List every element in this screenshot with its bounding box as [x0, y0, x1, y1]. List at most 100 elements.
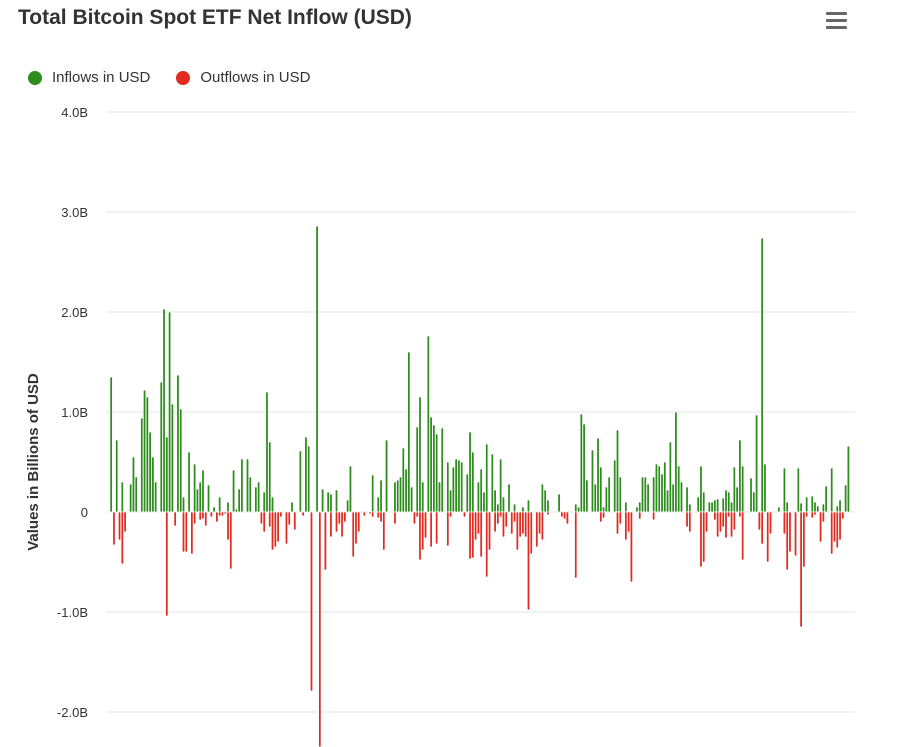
inflow-bar[interactable] — [315, 225, 319, 513]
inflow-bar[interactable] — [335, 489, 338, 513]
inflow-bar[interactable] — [496, 503, 500, 513]
inflow-bar[interactable] — [805, 496, 809, 513]
outflow-bar[interactable] — [602, 511, 606, 519]
outflow-bar[interactable] — [705, 511, 709, 533]
inflow-bar[interactable] — [618, 476, 622, 513]
outflow-bar[interactable] — [273, 511, 277, 548]
inflow-bar[interactable] — [671, 483, 675, 513]
inflow-bar[interactable] — [702, 491, 706, 513]
inflow-bar[interactable] — [271, 496, 275, 513]
inflow-bar[interactable] — [307, 445, 311, 513]
inflow-bar[interactable] — [134, 476, 138, 513]
inflow-bar[interactable] — [590, 449, 594, 513]
outflow-bar[interactable] — [351, 511, 355, 558]
outflow-bar[interactable] — [819, 511, 823, 543]
outflow-bar[interactable] — [476, 511, 480, 535]
inflow-bar[interactable] — [654, 463, 658, 513]
inflow-bar[interactable] — [732, 466, 736, 513]
inflow-bar[interactable] — [115, 439, 119, 513]
inflow-bar[interactable] — [170, 403, 174, 513]
inflow-bar[interactable] — [468, 431, 472, 513]
outflow-bar[interactable] — [293, 511, 297, 531]
outflow-bar[interactable] — [118, 511, 122, 541]
outflow-bar[interactable] — [354, 511, 358, 545]
outflow-bar[interactable] — [120, 511, 124, 565]
outflow-bar[interactable] — [794, 511, 798, 557]
outflow-bar[interactable] — [685, 511, 689, 528]
inflow-bar[interactable] — [660, 473, 664, 513]
inflow-bar[interactable] — [298, 450, 302, 513]
inflow-bar[interactable] — [741, 465, 745, 513]
outflow-bar[interactable] — [716, 511, 720, 538]
outflow-bar[interactable] — [229, 511, 233, 570]
inflow-bar[interactable] — [218, 496, 222, 513]
inflow-bar[interactable] — [735, 486, 739, 513]
inflow-bar[interactable] — [254, 486, 258, 513]
inflow-bar[interactable] — [396, 479, 400, 513]
inflow-bar[interactable] — [418, 396, 422, 513]
outflow-bar[interactable] — [226, 511, 230, 541]
inflow-bar[interactable] — [457, 459, 461, 513]
inflow-bar[interactable] — [193, 463, 197, 513]
inflow-bar[interactable] — [148, 431, 152, 513]
outflow-bar[interactable] — [412, 511, 416, 525]
outflow-bar[interactable] — [760, 511, 764, 545]
outflow-bar[interactable] — [526, 511, 530, 611]
inflow-bar[interactable] — [410, 486, 414, 513]
inflow-bar[interactable] — [546, 499, 550, 513]
outflow-bar[interactable] — [284, 511, 288, 545]
inflow-bar[interactable] — [493, 489, 497, 513]
inflow-bar[interactable] — [730, 501, 734, 513]
inflow-bar[interactable] — [482, 491, 486, 513]
outflow-bar[interactable] — [627, 511, 631, 533]
inflow-bar[interactable] — [785, 501, 789, 513]
inflow-bar[interactable] — [696, 496, 700, 513]
outflow-bar[interactable] — [565, 511, 569, 525]
outflow-bar[interactable] — [287, 511, 291, 526]
inflow-bar[interactable] — [721, 497, 725, 513]
inflow-bar[interactable] — [198, 481, 202, 513]
inflow-bar[interactable] — [143, 389, 147, 513]
inflow-bar[interactable] — [602, 506, 606, 513]
inflow-bar[interactable] — [129, 483, 133, 513]
inflow-bar[interactable] — [437, 481, 441, 513]
inflow-bar[interactable] — [432, 424, 436, 513]
inflow-bar[interactable] — [265, 391, 269, 513]
outflow-bar[interactable] — [279, 511, 283, 518]
outflow-bar[interactable] — [638, 511, 642, 520]
outflow-bar[interactable] — [563, 511, 567, 520]
outflow-bar[interactable] — [182, 511, 185, 553]
inflow-bar[interactable] — [195, 488, 199, 513]
inflow-bar[interactable] — [838, 499, 842, 513]
outflow-bar[interactable] — [501, 511, 505, 538]
outflow-bar[interactable] — [112, 511, 116, 546]
outflow-bar[interactable] — [529, 511, 533, 555]
outflow-bar[interactable] — [379, 511, 383, 523]
inflow-bar[interactable] — [499, 458, 503, 513]
inflow-bar[interactable] — [699, 465, 703, 513]
outflow-bar[interactable] — [788, 511, 792, 553]
inflow-bar[interactable] — [593, 483, 597, 513]
outflow-bar[interactable] — [424, 511, 428, 539]
inflow-bar[interactable] — [646, 483, 650, 513]
inflow-bar[interactable] — [540, 483, 544, 513]
outflow-bar[interactable] — [493, 511, 497, 533]
outflow-bar[interactable] — [629, 511, 633, 583]
outflow-bar[interactable] — [560, 511, 564, 518]
outflow-bar[interactable] — [415, 511, 419, 518]
inflow-bar[interactable] — [635, 506, 639, 513]
outflow-bar[interactable] — [838, 511, 842, 541]
inflow-bar[interactable] — [120, 481, 124, 513]
inflow-bar[interactable] — [385, 439, 389, 513]
outflow-bar[interactable] — [468, 511, 472, 560]
outflow-bar[interactable] — [268, 511, 272, 528]
outflow-bar[interactable] — [496, 511, 500, 525]
inflow-bar[interactable] — [421, 481, 425, 513]
inflow-bar[interactable] — [268, 441, 272, 513]
outflow-bar[interactable] — [730, 511, 734, 538]
inflow-bar[interactable] — [176, 374, 180, 513]
inflow-bar[interactable] — [749, 477, 753, 513]
inflow-bar[interactable] — [465, 473, 469, 513]
inflow-bar[interactable] — [415, 426, 419, 513]
outflow-bar[interactable] — [204, 511, 208, 527]
